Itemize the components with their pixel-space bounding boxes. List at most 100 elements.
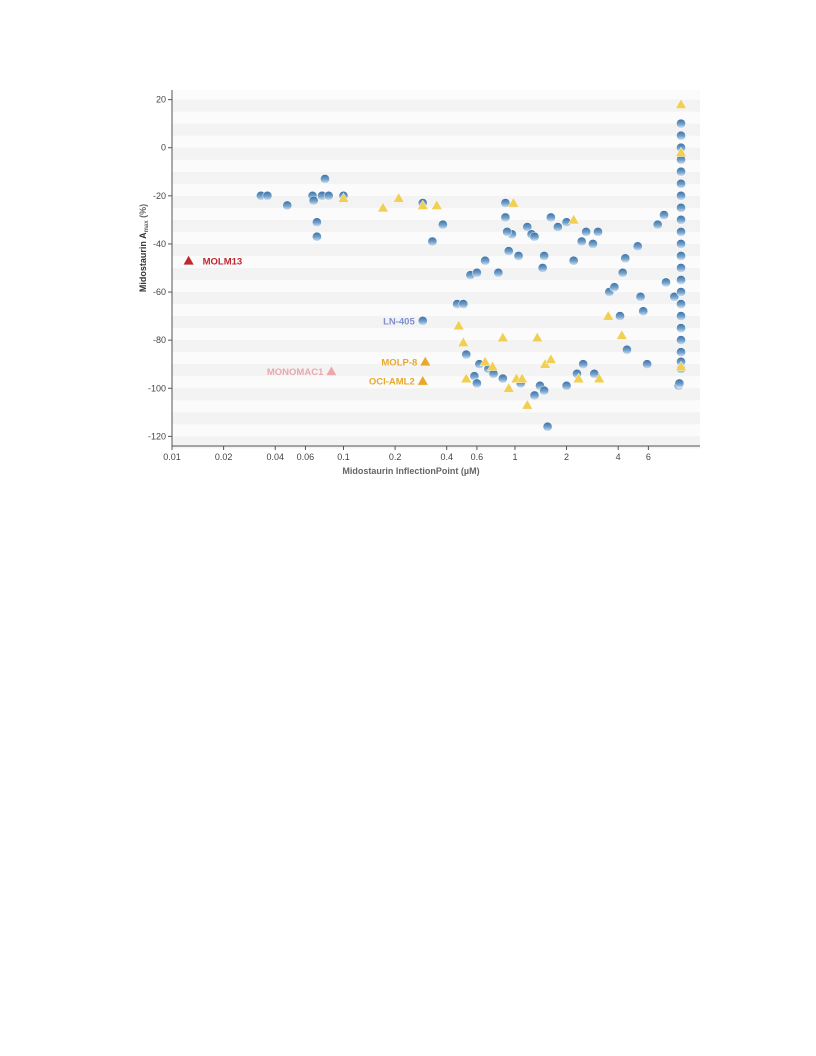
data-point-circle — [661, 277, 671, 288]
data-point-circle — [676, 227, 686, 237]
data-point-circle — [320, 174, 330, 184]
data-point-circle — [513, 251, 524, 261]
data-point-circle — [676, 166, 686, 177]
data-point-circle — [632, 241, 643, 252]
data-point-triangle — [460, 372, 472, 383]
grid-band — [172, 123, 700, 136]
data-point-circle — [493, 267, 504, 278]
data-point-circle — [676, 251, 686, 261]
annotation-label: MONOMAC1 — [267, 367, 324, 378]
annotation-marker — [182, 254, 195, 266]
grid-band — [172, 219, 700, 232]
data-point-triangle — [457, 336, 470, 347]
data-point-circle — [539, 251, 549, 261]
data-point-circle — [500, 198, 511, 208]
grid-band — [172, 99, 700, 112]
data-point-triangle — [602, 310, 614, 321]
data-marks — [256, 98, 687, 432]
grid-band — [172, 340, 700, 353]
grid-band — [172, 243, 700, 256]
x-tick-label: 0.01 — [163, 452, 181, 462]
data-point-circle — [553, 222, 563, 232]
data-point-circle — [676, 178, 686, 189]
data-point-triangle — [337, 192, 350, 203]
y-tick-label: -80 — [153, 335, 166, 345]
x-axis-title: Midostaurin InflectionPoint (µM) — [342, 466, 479, 476]
annotation-marker — [325, 365, 338, 376]
data-point-circle — [676, 347, 686, 358]
data-point-circle — [461, 349, 472, 360]
data-point-circle — [593, 227, 603, 237]
grid-band — [172, 316, 700, 329]
data-point-circle — [676, 263, 686, 273]
data-point-circle — [676, 299, 686, 309]
x-tick-label: 0.1 — [337, 452, 350, 462]
data-point-circle — [581, 227, 591, 237]
data-point-circle — [529, 390, 540, 401]
data-point-circle — [539, 385, 549, 396]
annotations: MOLM13 MONOMAC1 LN-405 MOLP-8 OCI-AML2 — [182, 254, 432, 388]
data-point-triangle — [497, 331, 509, 343]
grid-band — [172, 388, 700, 401]
data-point-circle — [676, 118, 686, 129]
y-tick-label: -40 — [153, 239, 166, 249]
x-tick-label: 2 — [564, 452, 569, 462]
data-point-circle — [417, 316, 428, 326]
data-point-circle — [576, 236, 587, 247]
data-point-circle — [635, 292, 646, 302]
data-point-circle — [568, 255, 579, 266]
data-point-circle — [676, 190, 686, 201]
data-point-triangle — [377, 202, 389, 213]
data-point-circle — [652, 219, 663, 230]
x-tick-label: 0.04 — [266, 452, 284, 462]
data-point-circle — [676, 215, 686, 225]
data-point-circle — [642, 359, 652, 370]
data-point-circle — [620, 253, 631, 264]
x-tick-label: 0.2 — [389, 452, 402, 462]
data-point-circle — [609, 282, 620, 293]
data-point-circle — [676, 130, 686, 141]
data-point-triangle — [452, 319, 465, 330]
data-point-triangle — [675, 98, 687, 109]
data-point-circle — [578, 359, 589, 370]
axes: 20 0 -20 -40 -60 -80 -100 -120 0.01 0.02 0.04 0.06 0… — [138, 90, 700, 476]
data-point-circle — [676, 203, 686, 213]
x-tick-label: 0.6 — [471, 452, 484, 462]
data-point-circle — [312, 217, 322, 228]
data-point-triangle — [675, 360, 687, 371]
data-point-triangle — [521, 399, 534, 410]
x-tick-label: 0.06 — [297, 452, 315, 462]
data-point-circle — [472, 267, 482, 278]
x-tick-label: 1 — [512, 452, 517, 462]
grid-band — [172, 268, 700, 281]
y-tick-label: -60 — [153, 287, 166, 297]
annotation-marker — [419, 356, 432, 367]
grid-bands — [172, 90, 700, 449]
data-point-circle — [262, 190, 273, 201]
data-point-circle — [497, 373, 508, 384]
data-point-circle — [282, 200, 293, 211]
data-point-circle — [546, 212, 556, 223]
grid-band — [172, 412, 700, 425]
data-point-triangle — [417, 199, 429, 210]
grid-band — [172, 292, 700, 305]
data-point-triangle — [675, 146, 687, 157]
data-point-triangle — [616, 329, 628, 340]
y-axis-title: Midostaurin Amax (%) — [138, 204, 150, 292]
data-point-circle — [472, 378, 482, 389]
annotation-label: MOLP-8 — [381, 357, 417, 368]
data-point-circle — [522, 222, 533, 232]
data-point-triangle — [516, 372, 528, 383]
data-point-triangle — [502, 382, 515, 393]
data-point-circle — [500, 212, 511, 223]
data-point-triangle — [593, 372, 605, 383]
data-point-circle — [659, 210, 669, 220]
grid-band — [172, 171, 700, 184]
data-point-circle — [502, 227, 512, 237]
y-tick-label: 0 — [161, 143, 166, 153]
annotation-label: LN-405 — [383, 316, 415, 327]
annotation-label: MOLM13 — [203, 256, 243, 267]
data-point-circle — [427, 236, 438, 247]
data-point-circle — [529, 231, 540, 242]
grid-band — [172, 436, 700, 449]
